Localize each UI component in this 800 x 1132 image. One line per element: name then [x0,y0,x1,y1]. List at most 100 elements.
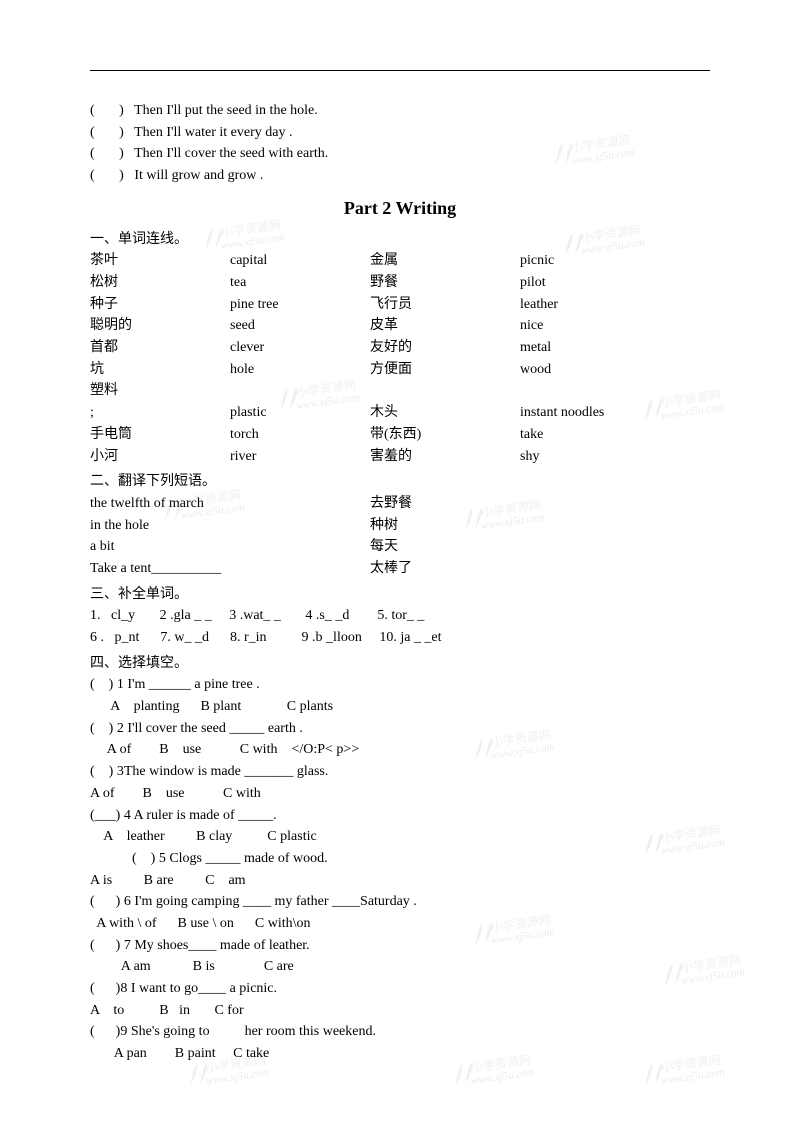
completion-line: 6 . p_nt 7. w_ _d 8. r_in 9 .b _lloon 10… [90,627,710,649]
section2-grid: the twelfth of march去野餐in the hole种树a bi… [90,493,710,580]
translate-cell: a bit [90,536,370,558]
vocab-cell: pine tree [230,294,370,316]
watermark-url: www.xj5u.com [470,1064,536,1090]
mcq-line: A of B use C with [90,783,710,805]
vocab-cell: 首都 [90,337,230,359]
vocab-row: 小河river害羞的shy [90,446,710,468]
vocab-row: 首都clever友好的metal [90,337,710,359]
translate-cell: in the hole [90,515,370,537]
mcq-line: A planting B plant C plants [90,696,710,718]
vocab-cell: capital [230,250,370,272]
mcq-line: A pan B paint C take [90,1043,710,1065]
vocab-cell: ; [90,402,230,424]
mcq-line: ( ) 3The window is made _______ glass. [90,761,710,783]
vocab-cell: 小河 [90,446,230,468]
translate-cell: Take a tent__________ [90,558,370,580]
order-line: ( ) It will grow and grow . [90,165,710,187]
vocab-cell: torch [230,424,370,446]
translate-cell: 每天 [370,536,398,558]
vocab-cell: 坑 [90,359,230,381]
vocab-cell: 松树 [90,272,230,294]
vocab-cell: seed [230,315,370,337]
mcq-line: ( ) 6 I'm going camping ____ my father _… [90,891,710,913]
vocab-cell: 友好的 [370,337,520,359]
vocab-cell: 聪明的 [90,315,230,337]
vocab-cell: 茶叶 [90,250,230,272]
mcq-line: ( )8 I want to go____ a picnic. [90,978,710,1000]
translate-row: in the hole种树 [90,515,710,537]
completion-line: 1. cl_y 2 .gla _ _ 3 .wat_ _ 4 .s_ _d 5.… [90,605,710,627]
vocab-cell: tea [230,272,370,294]
document-body: ( ) Then I'll put the seed in the hole. … [90,100,710,1065]
section1-title: 一、单词连线。 [90,229,710,251]
mcq-line: ( ) 5 Clogs _____ made of wood. [90,848,710,870]
vocab-cell: 害羞的 [370,446,520,468]
part-title: Part 2 Writing [90,195,710,223]
vocab-row: 塑料 [90,380,710,402]
vocab-cell: picnic [520,250,710,272]
ordering-block: ( ) Then I'll put the seed in the hole. … [90,100,710,187]
translate-cell: 太棒了 [370,558,412,580]
vocab-cell: 野餐 [370,272,520,294]
mcq-line: A to B in C for [90,1000,710,1022]
vocab-cell: clever [230,337,370,359]
mcq-line: ( ) 7 My shoes____ made of leather. [90,935,710,957]
translate-cell: 去野餐 [370,493,412,515]
vocab-cell [520,380,710,402]
vocab-cell: leather [520,294,710,316]
vocab-cell: 带(东西) [370,424,520,446]
vocab-cell: 金属 [370,250,520,272]
vocab-cell [370,380,520,402]
order-line: ( ) Then I'll put the seed in the hole. [90,100,710,122]
translate-row: Take a tent__________太棒了 [90,558,710,580]
vocab-row: 聪明的seed皮革nice [90,315,710,337]
mcq-line: A of B use C with </O:P< p>> [90,739,710,761]
order-line: ( ) Then I'll cover the seed with earth. [90,143,710,165]
vocab-cell: shy [520,446,710,468]
vocab-cell [230,380,370,402]
translate-row: the twelfth of march去野餐 [90,493,710,515]
vocab-cell: pilot [520,272,710,294]
vocab-cell: wood [520,359,710,381]
mcq-line: ( ) 2 I'll cover the seed _____ earth . [90,718,710,740]
vocab-cell: instant noodles [520,402,710,424]
mcq-line: A am B is C are [90,956,710,978]
vocab-cell: hole [230,359,370,381]
section4-title: 四、选择填空。 [90,653,710,675]
vocab-cell: metal [520,337,710,359]
vocab-cell: 木头 [370,402,520,424]
section3-title: 三、补全单词。 [90,584,710,606]
mcq-line: ( ) 1 I'm ______ a pine tree . [90,674,710,696]
watermark-url: www.xj5u.com [205,1064,271,1090]
vocab-cell: 种子 [90,294,230,316]
section2-title: 二、翻译下列短语。 [90,471,710,493]
vocab-row: 坑hole方便面wood [90,359,710,381]
top-rule [90,70,710,71]
vocab-row: 种子pine tree飞行员leather [90,294,710,316]
mcq-line: (___) 4 A ruler is made of _____. [90,805,710,827]
vocab-row: 松树tea野餐pilot [90,272,710,294]
section4-body: ( ) 1 I'm ______ a pine tree . A plantin… [90,674,710,1064]
vocab-row: ;plastic木头instant noodles [90,402,710,424]
vocab-cell: 飞行员 [370,294,520,316]
order-line: ( ) Then I'll water it every day . [90,122,710,144]
vocab-row: 手电筒torch带(东西)take [90,424,710,446]
translate-cell: the twelfth of march [90,493,370,515]
translate-cell: 种树 [370,515,398,537]
vocab-cell: nice [520,315,710,337]
mcq-line: A is B are C am [90,870,710,892]
vocab-cell: take [520,424,710,446]
vocab-cell: 塑料 [90,380,230,402]
mcq-line: A with \ of B use \ on C with\on [90,913,710,935]
section1-grid: 茶叶capital金属picnic松树tea野餐pilot种子pine tree… [90,250,710,467]
vocab-cell: 皮革 [370,315,520,337]
watermark-url: www.xj5u.com [660,1064,726,1090]
translate-row: a bit每天 [90,536,710,558]
vocab-row: 茶叶capital金属picnic [90,250,710,272]
mcq-line: ( )9 She's going to her room this weeken… [90,1021,710,1043]
vocab-cell: 方便面 [370,359,520,381]
vocab-cell: river [230,446,370,468]
vocab-cell: 手电筒 [90,424,230,446]
vocab-cell: plastic [230,402,370,424]
mcq-line: A leather B clay C plastic [90,826,710,848]
